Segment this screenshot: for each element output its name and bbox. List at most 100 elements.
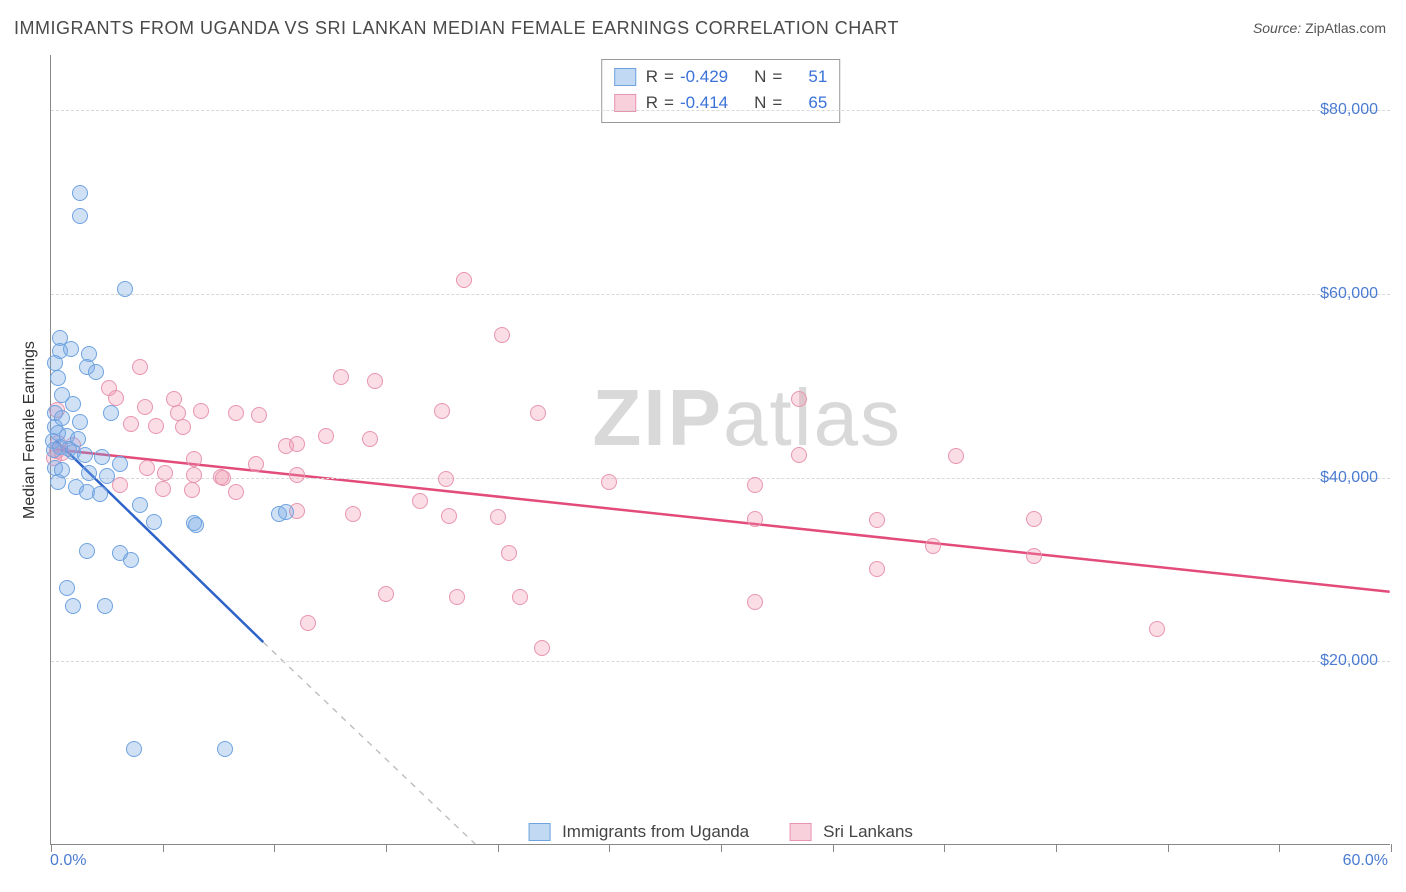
data-point: [112, 477, 128, 493]
x-tick: [51, 844, 52, 852]
data-point: [456, 272, 472, 288]
y-tick-label: $20,000: [1320, 652, 1378, 670]
y-tick-label: $60,000: [1320, 285, 1378, 303]
data-point: [512, 589, 528, 605]
data-point: [378, 586, 394, 602]
data-point: [123, 552, 139, 568]
data-point: [494, 327, 510, 343]
data-point: [157, 465, 173, 481]
data-point: [441, 508, 457, 524]
x-tick: [386, 844, 387, 852]
data-point: [791, 447, 807, 463]
r-label: R: [646, 90, 658, 116]
data-point: [123, 416, 139, 432]
data-point: [217, 741, 233, 757]
data-point: [948, 448, 964, 464]
data-point: [434, 403, 450, 419]
data-point: [362, 431, 378, 447]
data-point: [94, 449, 110, 465]
data-point: [65, 598, 81, 614]
data-point: [79, 543, 95, 559]
x-tick: [498, 844, 499, 852]
source-value: ZipAtlas.com: [1305, 20, 1386, 36]
data-point: [300, 615, 316, 631]
x-tick: [609, 844, 610, 852]
gridline: [51, 110, 1390, 111]
legend-label-uganda: Immigrants from Uganda: [562, 822, 749, 842]
data-point: [490, 509, 506, 525]
data-point: [186, 467, 202, 483]
eq: =: [772, 64, 782, 90]
legend-item-srilanka: Sri Lankans: [789, 822, 913, 842]
r-value-srilanka: -0.414: [680, 90, 728, 116]
data-point: [228, 484, 244, 500]
stats-row-srilanka: R = -0.414 N = 65: [614, 90, 828, 116]
trend-lines: [51, 55, 1390, 844]
data-point: [345, 506, 361, 522]
legend-item-uganda: Immigrants from Uganda: [528, 822, 749, 842]
data-point: [449, 589, 465, 605]
gridline: [51, 478, 1390, 479]
chart-title: IMMIGRANTS FROM UGANDA VS SRI LANKAN MED…: [14, 18, 899, 39]
data-point: [215, 470, 231, 486]
stats-row-uganda: R = -0.429 N = 51: [614, 64, 828, 90]
data-point: [81, 465, 97, 481]
x-tick: [721, 844, 722, 852]
x-tick: [163, 844, 164, 852]
data-point: [333, 369, 349, 385]
x-tick: [274, 844, 275, 852]
data-point: [99, 468, 115, 484]
y-tick-label: $40,000: [1320, 469, 1378, 487]
data-point: [869, 512, 885, 528]
data-point: [108, 390, 124, 406]
data-point: [530, 405, 546, 421]
data-point: [289, 467, 305, 483]
x-tick: [1168, 844, 1169, 852]
data-point: [438, 471, 454, 487]
x-axis-max-label: 60.0%: [1343, 852, 1388, 870]
data-point: [925, 538, 941, 554]
series-legend: Immigrants from Uganda Sri Lankans: [522, 822, 919, 842]
y-axis-label: Median Female Earnings: [21, 341, 39, 519]
data-point: [63, 341, 79, 357]
swatch-pink-icon: [789, 823, 811, 841]
data-point: [501, 545, 517, 561]
data-point: [132, 359, 148, 375]
data-point: [248, 456, 264, 472]
data-point: [65, 396, 81, 412]
data-point: [791, 391, 807, 407]
data-point: [186, 451, 202, 467]
gridline: [51, 294, 1390, 295]
data-point: [228, 405, 244, 421]
eq: =: [664, 90, 674, 116]
data-point: [278, 504, 294, 520]
n-value-uganda: 51: [808, 64, 827, 90]
data-point: [47, 355, 63, 371]
data-point: [97, 598, 113, 614]
n-label: N: [754, 64, 766, 90]
watermark: ZIPatlas: [593, 372, 902, 464]
swatch-blue-icon: [528, 823, 550, 841]
data-point: [1026, 511, 1042, 527]
data-point: [188, 517, 204, 533]
data-point: [412, 493, 428, 509]
data-point: [112, 456, 128, 472]
x-tick: [1391, 844, 1392, 852]
data-point: [747, 477, 763, 493]
scatter-chart: ZIPatlas R = -0.429 N = 51 R = -0.414: [50, 55, 1390, 845]
data-point: [72, 208, 88, 224]
y-tick-label: $80,000: [1320, 101, 1378, 119]
data-point: [132, 497, 148, 513]
data-point: [318, 428, 334, 444]
data-point: [869, 561, 885, 577]
data-point: [146, 514, 162, 530]
data-point: [92, 486, 108, 502]
data-point: [289, 436, 305, 452]
data-point: [50, 370, 66, 386]
data-point: [50, 474, 66, 490]
data-point: [175, 419, 191, 435]
source-prefix: Source:: [1253, 20, 1301, 36]
data-point: [1026, 548, 1042, 564]
data-point: [1149, 621, 1165, 637]
x-tick: [944, 844, 945, 852]
